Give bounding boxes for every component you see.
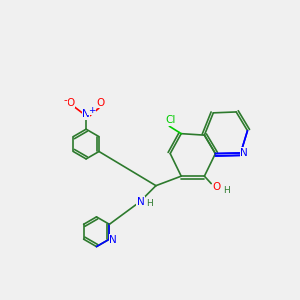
Text: N: N [240,148,248,158]
Text: -: - [63,95,67,105]
Text: N: N [109,235,117,245]
Text: O: O [212,182,220,192]
Text: N: N [136,197,144,207]
Text: Cl: Cl [166,115,176,125]
Text: O: O [96,98,104,108]
Text: H: H [146,199,152,208]
Text: O: O [67,98,75,108]
Text: H: H [223,186,230,195]
Text: +: + [88,106,95,115]
Text: N: N [82,109,90,119]
